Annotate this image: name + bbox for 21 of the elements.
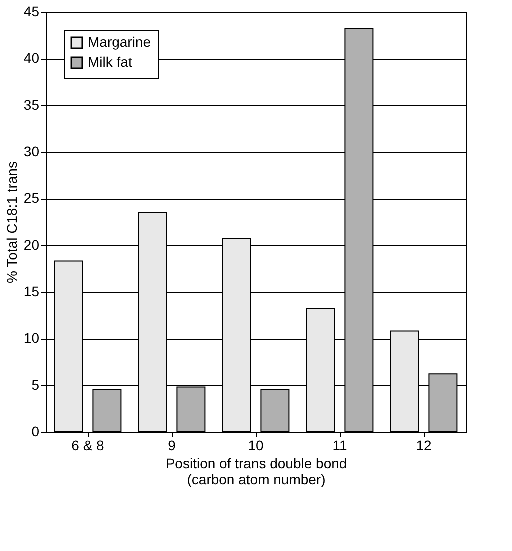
x-tick-label: 9 — [168, 438, 176, 454]
y-tick-label: 0 — [32, 424, 40, 440]
x-tick-label: 11 — [332, 438, 348, 454]
x-tick-label: 10 — [248, 438, 264, 454]
y-tick-label: 15 — [24, 284, 40, 300]
y-tick-label: 5 — [32, 376, 40, 393]
y-axis-title: % Total C18:1 trans — [4, 162, 20, 284]
y-tick-label: 25 — [24, 190, 40, 206]
bar — [92, 390, 122, 432]
y-tick-label: 40 — [24, 50, 40, 66]
bar — [260, 390, 290, 432]
x-tick-label: 6 & 8 — [72, 438, 105, 454]
y-tick-label: 30 — [24, 144, 40, 160]
legend-label: Margarine — [88, 34, 152, 50]
y-tick-label: 45 — [24, 4, 40, 20]
y-tick-label: 10 — [24, 330, 40, 346]
y-tick-label: 20 — [24, 236, 40, 253]
x-axis-title: Position of trans double bond (carbon atom number) — [166, 456, 348, 488]
x-tick-label: 12 — [416, 438, 432, 454]
y-tick-label: 35 — [24, 96, 40, 113]
legend-label: Milk fat — [88, 54, 132, 70]
